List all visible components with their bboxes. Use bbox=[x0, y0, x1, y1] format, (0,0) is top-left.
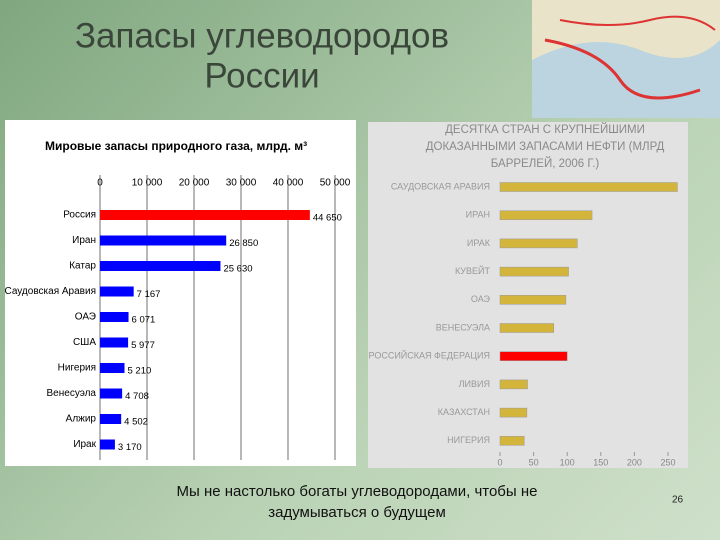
page-number: 26 bbox=[672, 495, 684, 506]
y-tick-label: Иран bbox=[72, 235, 96, 246]
x-tick-label: 0 bbox=[497, 457, 502, 467]
caption: задумываться о будущем bbox=[268, 504, 446, 521]
bar bbox=[499, 238, 578, 249]
bar bbox=[499, 407, 528, 418]
y-tick-label: САУДОВСКАЯ АРАВИЯ bbox=[391, 181, 490, 191]
x-tick-label: 100 bbox=[560, 457, 575, 467]
bar bbox=[499, 210, 593, 220]
bar bbox=[100, 235, 227, 246]
x-tick-label: 50 bbox=[529, 457, 539, 467]
value-label: 25 630 bbox=[223, 264, 252, 275]
y-tick-label: ЛИВИЯ bbox=[459, 379, 490, 389]
value-label: 5 977 bbox=[131, 340, 155, 351]
bar bbox=[100, 312, 129, 322]
bar bbox=[499, 351, 568, 361]
y-tick-label: Россия bbox=[63, 210, 96, 221]
bar bbox=[499, 379, 528, 390]
y-tick-label: Алжир bbox=[66, 414, 97, 425]
y-tick-label: Саудовская Аравия bbox=[4, 286, 96, 297]
chart-panel bbox=[368, 122, 688, 468]
y-tick-label: КАЗАХСТАН bbox=[438, 407, 490, 417]
map bbox=[532, 0, 720, 118]
y-tick-label: ОАЭ bbox=[471, 294, 491, 304]
bar bbox=[100, 210, 310, 220]
value-label: 7 167 bbox=[137, 289, 161, 300]
y-tick-label: ИРАН bbox=[466, 210, 490, 220]
x-tick-label: 200 bbox=[627, 457, 642, 467]
bar bbox=[499, 295, 567, 305]
value-label: 4 502 bbox=[124, 417, 148, 428]
value-label: 44 650 bbox=[313, 213, 342, 224]
bar bbox=[499, 266, 569, 277]
y-tick-label: КУВЕЙТ bbox=[455, 265, 491, 276]
y-tick-label: Венесуэла bbox=[47, 388, 97, 399]
chart-title: ДЕСЯТКА СТРАН С КРУПНЕЙШИМИ ДОКАЗАННЫМИ … bbox=[425, 124, 665, 170]
chart-panel bbox=[5, 120, 356, 466]
bar bbox=[499, 323, 555, 333]
bar bbox=[100, 414, 122, 424]
y-tick-label: НИГЕРИЯ bbox=[447, 435, 490, 445]
chart-title: Мировые запасы природного газа, млрд. м³ bbox=[45, 139, 307, 153]
slide-title: России bbox=[204, 56, 319, 95]
caption: Мы не настолько богаты углеводородами, ч… bbox=[177, 483, 538, 500]
value-label: 5 210 bbox=[127, 366, 151, 377]
value-label: 6 071 bbox=[132, 315, 156, 326]
bar bbox=[100, 363, 125, 373]
y-tick-label: США bbox=[73, 337, 96, 348]
bar bbox=[100, 439, 115, 450]
y-tick-label: Ирак bbox=[73, 439, 96, 450]
bar bbox=[100, 261, 221, 271]
value-label: 3 170 bbox=[118, 442, 142, 453]
slide-title: Запасы углеводородов bbox=[75, 16, 449, 55]
x-tick-label: 250 bbox=[660, 457, 675, 467]
x-tick-label: 150 bbox=[593, 457, 608, 467]
y-tick-label: ОАЭ bbox=[75, 312, 96, 323]
bar bbox=[100, 337, 129, 348]
value-label: 26 850 bbox=[229, 238, 258, 249]
bar bbox=[100, 388, 123, 399]
y-tick-label: Нигерия bbox=[58, 363, 96, 374]
bar bbox=[499, 436, 525, 446]
bar bbox=[100, 286, 134, 297]
y-tick-label: ВЕНЕСУЭЛА bbox=[436, 322, 490, 332]
y-tick-label: ИРАК bbox=[467, 238, 491, 248]
y-tick-label: Катар bbox=[69, 261, 96, 272]
value-label: 4 708 bbox=[125, 391, 149, 402]
bar bbox=[499, 182, 678, 192]
y-tick-label: РОССИЙСКАЯ ФЕДЕРАЦИЯ bbox=[369, 350, 490, 361]
